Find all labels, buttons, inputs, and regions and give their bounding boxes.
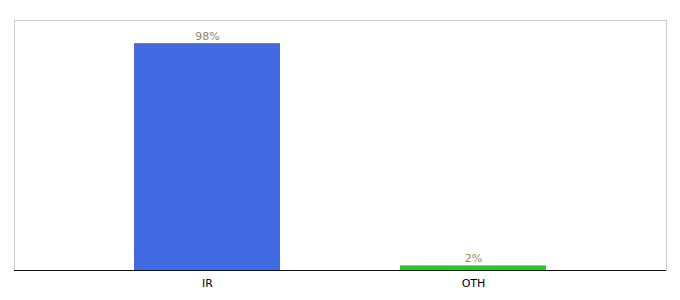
svg-text:2%: 2% bbox=[465, 252, 482, 265]
svg-text:IR: IR bbox=[202, 277, 213, 290]
svg-text:98%: 98% bbox=[195, 30, 219, 43]
svg-text:OTH: OTH bbox=[462, 277, 486, 290]
